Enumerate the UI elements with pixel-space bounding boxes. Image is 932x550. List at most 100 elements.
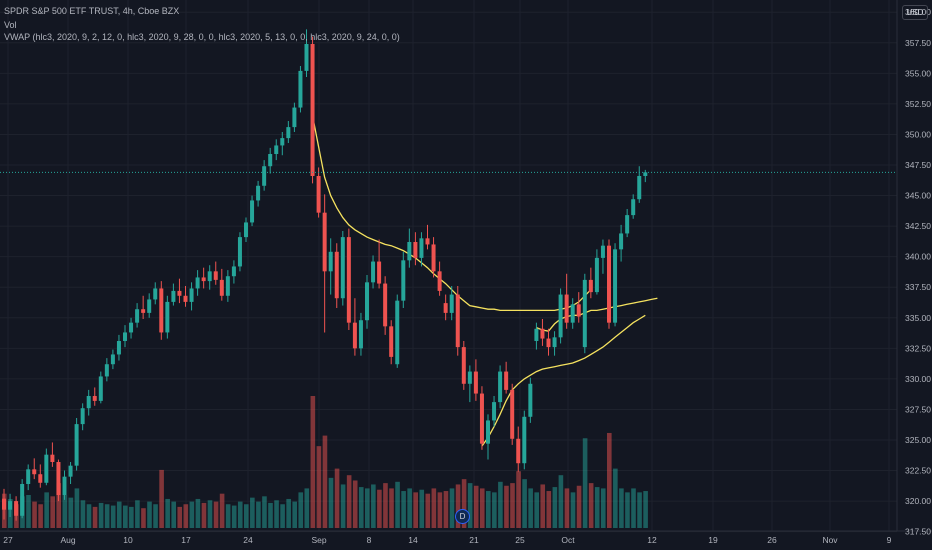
candle-body	[141, 309, 146, 313]
volume-bar	[510, 483, 515, 528]
volume-bar	[304, 488, 310, 528]
candle-body	[631, 199, 636, 216]
candle-body	[588, 279, 593, 293]
candle-body	[123, 332, 127, 341]
candle-body	[129, 322, 134, 333]
price-tick-label: 340.00	[905, 252, 931, 262]
volume-bar	[643, 491, 648, 528]
candle-body	[570, 304, 575, 323]
vwap-line	[536, 297, 658, 332]
volume-bar	[104, 504, 110, 528]
volume-bar	[425, 493, 431, 528]
candle-body	[14, 501, 19, 516]
candle-body	[304, 44, 309, 71]
candle-body	[213, 271, 218, 280]
candle-body	[528, 383, 533, 417]
candle-body	[250, 200, 255, 223]
volume-bar	[86, 504, 92, 528]
volume-bar	[546, 491, 552, 528]
volume-bar	[189, 501, 195, 528]
time-tick-label: 8	[367, 535, 372, 545]
volume-bar	[38, 504, 43, 528]
volume-bar	[552, 487, 558, 528]
volume-bar	[492, 492, 497, 528]
vwap-lines	[311, 115, 658, 447]
vwap-legend[interactable]: VWAP (hlc3, 2020, 9, 2, 12, 0, hlc3, 202…	[4, 32, 400, 42]
candle-body	[219, 279, 224, 296]
candle-body	[637, 176, 642, 200]
volume-bar	[389, 488, 394, 528]
candle-body	[334, 251, 339, 299]
candle-body	[600, 245, 605, 258]
candle-body	[8, 501, 13, 510]
volume-bar	[334, 468, 340, 528]
time-tick-label: Aug	[60, 535, 75, 545]
candle-body	[576, 304, 581, 317]
candle-body	[346, 237, 351, 323]
candle-body	[486, 420, 490, 444]
candle-body	[183, 295, 188, 302]
time-tick-label: Sep	[311, 535, 326, 545]
volume-bar	[504, 485, 509, 528]
volume-bar	[92, 506, 98, 528]
candle-body	[231, 266, 236, 277]
candle-body	[492, 402, 497, 421]
price-tick-label: 355.00	[905, 68, 931, 78]
volume-bar	[159, 469, 164, 528]
candle-body	[292, 107, 297, 128]
candle-body	[322, 212, 327, 272]
volume-bar	[600, 488, 606, 528]
volume-bar	[171, 501, 176, 528]
time-tick-label: 14	[408, 535, 418, 545]
volume-bar	[177, 506, 183, 528]
volume-bar	[110, 505, 116, 528]
candle-body	[643, 172, 648, 176]
price-tick-label: 322.50	[905, 466, 931, 476]
price-axis[interactable]: 360.00 357.50 355.00 352.50 350.00 347.50 345.…	[905, 7, 931, 536]
volume-bar	[225, 504, 231, 528]
volume-bar	[637, 492, 642, 528]
volume-bar	[625, 492, 630, 528]
dividend-event-badge[interactable]: D	[455, 509, 470, 524]
candle-body	[358, 320, 363, 349]
candle-body	[383, 283, 388, 327]
candle-body	[56, 462, 61, 495]
candle-body	[613, 249, 618, 323]
candle-body	[498, 371, 503, 403]
time-tick-label: 10	[123, 535, 133, 545]
candle-body	[352, 322, 357, 349]
currency-badge[interactable]: USD	[902, 5, 928, 20]
candle-body	[419, 238, 424, 258]
volume-bar	[479, 488, 485, 528]
candle-body	[443, 303, 448, 313]
candle-body	[607, 245, 611, 323]
volume-bar	[153, 504, 158, 528]
volume-bar	[449, 488, 455, 528]
volume-bar	[431, 488, 437, 528]
price-tick-label: 327.50	[905, 404, 931, 414]
time-tick-label: 25	[515, 535, 525, 545]
candle-body	[86, 396, 91, 409]
candle-body	[425, 238, 430, 245]
candle-body	[431, 244, 436, 272]
volume-bar	[352, 480, 358, 528]
price-tick-label: 360.00	[905, 7, 931, 17]
candle-body	[20, 484, 25, 516]
volume-bar	[316, 446, 322, 528]
volume-bar	[32, 501, 37, 528]
volume-bar	[310, 396, 316, 528]
volume-bar	[268, 502, 273, 528]
time-axis[interactable]: 27 Aug 10 17 24 Sep 8 14 21 25 Oct 12 19 26 Nov 9	[3, 535, 891, 545]
candle-body	[365, 282, 369, 321]
volume-legend[interactable]: Vol	[4, 20, 17, 30]
time-tick-label: 26	[767, 535, 777, 545]
volume-bar	[594, 487, 600, 528]
volume-bar	[340, 484, 346, 528]
volume-bar	[570, 492, 576, 528]
time-tick-label: 19	[708, 535, 718, 545]
candle-body	[540, 328, 545, 339]
candle-body	[467, 371, 472, 384]
volume-bar	[407, 488, 412, 528]
candle-body	[395, 300, 400, 365]
